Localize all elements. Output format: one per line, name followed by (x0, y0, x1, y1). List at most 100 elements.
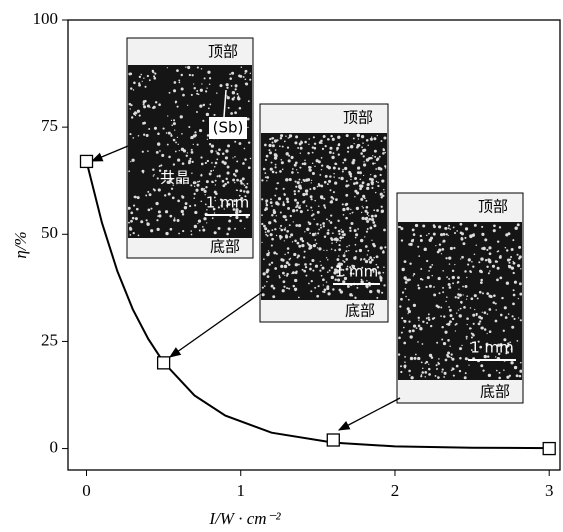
particle (488, 246, 492, 250)
particle (283, 264, 288, 269)
particle (412, 324, 417, 328)
particle (302, 200, 306, 204)
particle (288, 258, 291, 261)
particle (430, 356, 434, 359)
particle (173, 217, 176, 219)
particle (426, 259, 429, 263)
particle (357, 267, 360, 270)
particle (405, 278, 408, 281)
particle (246, 182, 249, 185)
particle (231, 71, 235, 75)
particle (337, 153, 340, 156)
particle (225, 149, 229, 153)
particle (404, 355, 406, 358)
particle (440, 253, 443, 255)
particle (268, 143, 272, 148)
particle (459, 231, 463, 235)
scale-label: 1 mm (206, 194, 250, 212)
particle (404, 361, 406, 363)
particle (464, 270, 467, 273)
particle (263, 258, 265, 261)
particle (342, 274, 345, 277)
x-tick-label: 1 (236, 481, 245, 500)
particle (498, 371, 501, 374)
particle (320, 226, 323, 229)
particle (306, 209, 309, 212)
particle (403, 260, 407, 264)
particle (218, 148, 221, 152)
particle (193, 185, 196, 187)
particle (266, 176, 270, 179)
particle (372, 155, 374, 157)
particle (372, 270, 375, 273)
particle (275, 201, 279, 205)
particle (480, 326, 484, 330)
particle (134, 114, 137, 117)
particle (211, 217, 214, 220)
particle (354, 177, 358, 180)
particle (150, 229, 154, 233)
particle (373, 137, 377, 141)
arrow (169, 291, 263, 358)
particle (285, 197, 289, 201)
particle (365, 216, 369, 220)
particle (137, 134, 140, 137)
particle (347, 285, 350, 288)
particle (269, 151, 272, 155)
particle (285, 235, 289, 239)
particle (174, 129, 176, 131)
particle (436, 341, 439, 344)
particle (138, 82, 141, 85)
particle (283, 228, 287, 231)
particle (264, 143, 267, 147)
particle (518, 255, 522, 259)
particle (400, 239, 404, 242)
particle (292, 271, 295, 275)
particle (376, 289, 379, 292)
particle (129, 227, 133, 231)
particle (458, 369, 462, 373)
particle (226, 165, 230, 169)
particle (381, 250, 385, 254)
particle (462, 294, 464, 296)
particle (242, 183, 245, 185)
particle (307, 151, 310, 155)
particle (431, 317, 435, 320)
particle (451, 269, 455, 273)
particle (274, 141, 277, 143)
particle (246, 190, 250, 194)
particle (455, 312, 458, 314)
particle (320, 156, 323, 159)
particle (205, 180, 209, 184)
particle (158, 214, 162, 218)
particle (336, 146, 339, 150)
particle (130, 87, 133, 90)
particle (334, 226, 337, 229)
particle (242, 76, 245, 78)
particle (519, 319, 522, 322)
particle (333, 172, 335, 175)
particle (510, 247, 514, 251)
particle (460, 302, 463, 304)
particle (346, 245, 348, 248)
particle (213, 190, 217, 194)
particle (451, 357, 455, 361)
particle (437, 376, 440, 379)
particle (335, 198, 338, 201)
particle (345, 250, 348, 253)
particle (376, 296, 379, 299)
particle (419, 327, 423, 331)
particle (309, 195, 313, 199)
particle (279, 227, 281, 229)
particle (364, 259, 369, 264)
particle (311, 259, 315, 263)
particle (368, 215, 370, 217)
particle (376, 134, 379, 137)
particle (408, 329, 412, 333)
particle (481, 225, 484, 228)
particle (337, 229, 341, 233)
particle (273, 210, 277, 214)
particle (398, 336, 401, 340)
particle (261, 241, 263, 243)
particle (374, 155, 377, 158)
